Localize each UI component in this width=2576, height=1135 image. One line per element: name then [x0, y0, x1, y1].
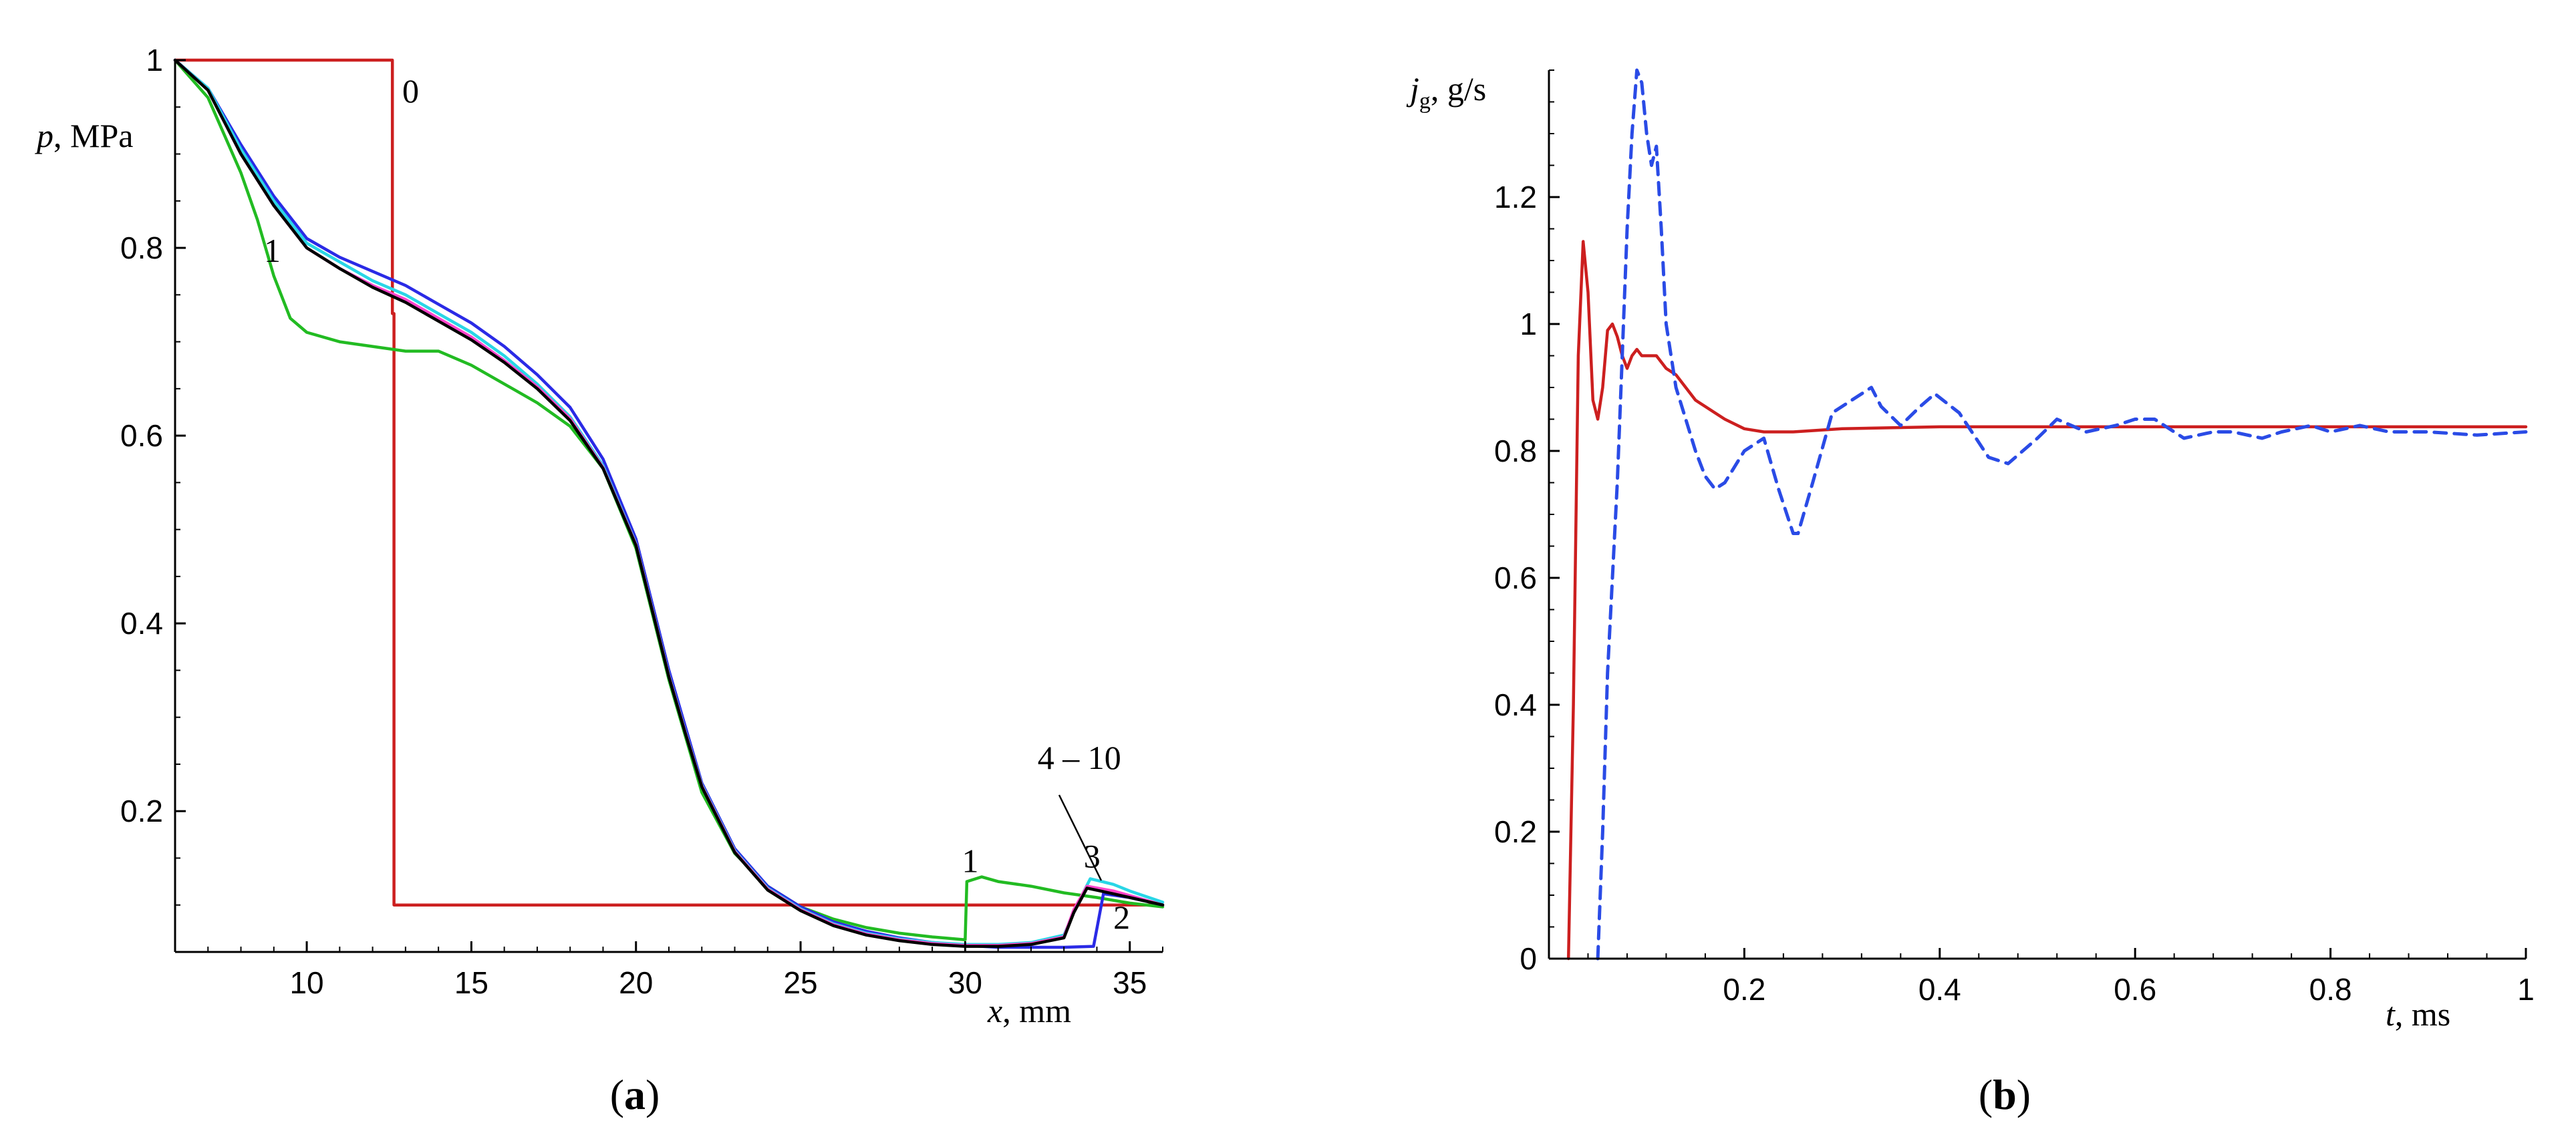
chart-b-series-dashed-line [1596, 68, 2528, 961]
chart-a-panel-paren-close: ) [646, 1071, 660, 1118]
chart-b-panel-paren-close: ) [2017, 1071, 2031, 1118]
chart-a-x-tick-label: 10 [289, 965, 323, 1000]
chart-a-x-tick-label: 15 [454, 965, 488, 1000]
chart-a-curve-label: 1 [962, 842, 978, 880]
chart-a-y-tick-label: 1 [146, 43, 163, 77]
chart-b-x-ticks: 0.2 0.4 0.6 0.8 1 [1548, 948, 2535, 1007]
chart-a-lines [173, 58, 1165, 949]
chart-a-x-tick-label: 35 [1113, 965, 1147, 1000]
chart-a-x-axis-label: x, mm [987, 992, 1071, 1029]
chart-b-y-label-var: j [1406, 70, 1419, 108]
chart-b-y-tick-label: 0 [1520, 941, 1537, 976]
chart-b-y-tick-label: 0.8 [1494, 434, 1537, 468]
chart-b-y-tick-label: 0.6 [1494, 560, 1537, 595]
chart-a-curve-label: 4 – 10 [1038, 739, 1121, 776]
chart-a-x-tick-label: 30 [948, 965, 982, 1000]
chart-a-x-label-unit: , mm [1002, 992, 1071, 1029]
chart-b: 0.2 0.4 0.6 0.8 1 00.20.40.60.811.2 jg, g/s … [1406, 68, 2535, 1118]
chart-a-y-label-var: p [35, 117, 53, 154]
chart-a-annotation-pointer [1058, 794, 1103, 881]
chart-a-panel-label: (a) [610, 1071, 660, 1118]
chart-b-x-axis-label: t, ms [2386, 995, 2450, 1033]
chart-a-curve-label: 3 [1084, 838, 1101, 875]
chart-a-y-tick-label: 0.4 [120, 606, 163, 641]
chart-b-y-tick-label: 0.4 [1494, 687, 1537, 722]
chart-b-y-tick-label: 1 [1520, 307, 1537, 341]
chart-b-panel-paren-open: ( [1979, 1071, 1993, 1118]
chart-a-y-label-unit: , MPa [53, 117, 133, 154]
chart-a-series-0-line [173, 58, 1165, 907]
chart-a-x-tick-label: 20 [619, 965, 653, 1000]
chart-a-curve-labels: 0 1 1 32 4 – 10 [264, 72, 1130, 936]
chart-a-series-3-line [173, 58, 1165, 947]
chart-a-series-4-10-black-line [173, 58, 1165, 948]
chart-b-series-solid-line [1566, 240, 2528, 961]
chart-b-y-label-unit: , g/s [1431, 70, 1486, 108]
chart-a-x-tick-label: 25 [783, 965, 817, 1000]
chart-a-y-tick-label: 0.8 [120, 230, 163, 265]
chart-a-series-4-10-pink-line [173, 58, 1165, 947]
chart-b-x-tick-label: 0.4 [1918, 972, 1961, 1007]
chart-a-curve-label: 0 [402, 72, 419, 110]
chart-b-panel-label: (b) [1979, 1071, 2031, 1118]
chart-a-series-1-line [173, 58, 1165, 941]
chart-b-y-tick-label: 1.2 [1494, 180, 1537, 214]
chart-a-y-ticks: 0.2 0.4 0.6 0.8 1 [120, 43, 186, 953]
chart-b-lines [1566, 68, 2528, 961]
chart-b-x-tick-label: 0.2 [1723, 972, 1765, 1007]
chart-b-x-tick-label: 1 [2517, 972, 2535, 1007]
chart-b-y-label-sub: g [1419, 89, 1431, 114]
chart-b-x-tick-label: 0.8 [2309, 972, 2352, 1007]
chart-a-x-label-var: x [987, 992, 1002, 1029]
chart-a-y-tick-label: 0.6 [120, 418, 163, 453]
chart-b-x-label-var: t [2386, 995, 2396, 1033]
chart-b-x-label-unit: , ms [2395, 995, 2450, 1033]
chart-a-curve-label: 1 [264, 232, 281, 269]
chart-b-x-tick-label: 0.6 [2114, 972, 2156, 1007]
chart-a-panel-letter: a [624, 1071, 646, 1118]
chart-b-panel-letter: b [1993, 1071, 2017, 1118]
chart-a-panel-paren-open: ( [610, 1071, 624, 1118]
chart-b-y-tick-label: 0.2 [1494, 814, 1537, 849]
chart-a-y-axis-label: p, MPa [35, 117, 133, 154]
chart-b-y-ticks: 0 0.2 0.4 0.6 0.8 1 1.2 [1494, 69, 1560, 976]
chart-a-y-tick-label: 0.2 [120, 794, 163, 828]
chart-a-curve-label: 2 [1113, 899, 1130, 936]
chart-b-y-axis-label: jg, g/s [1406, 70, 1486, 114]
chart-a-x-ticks: 10 15 20 25 30 35 [174, 941, 1163, 1000]
chart-a-series-2-line [173, 58, 1165, 949]
chart-a: 10 15 20 25 30 35 0.2 0.4 0.6 0.8 1 0 1 1 32 4 – 10 p… [35, 43, 1165, 1118]
